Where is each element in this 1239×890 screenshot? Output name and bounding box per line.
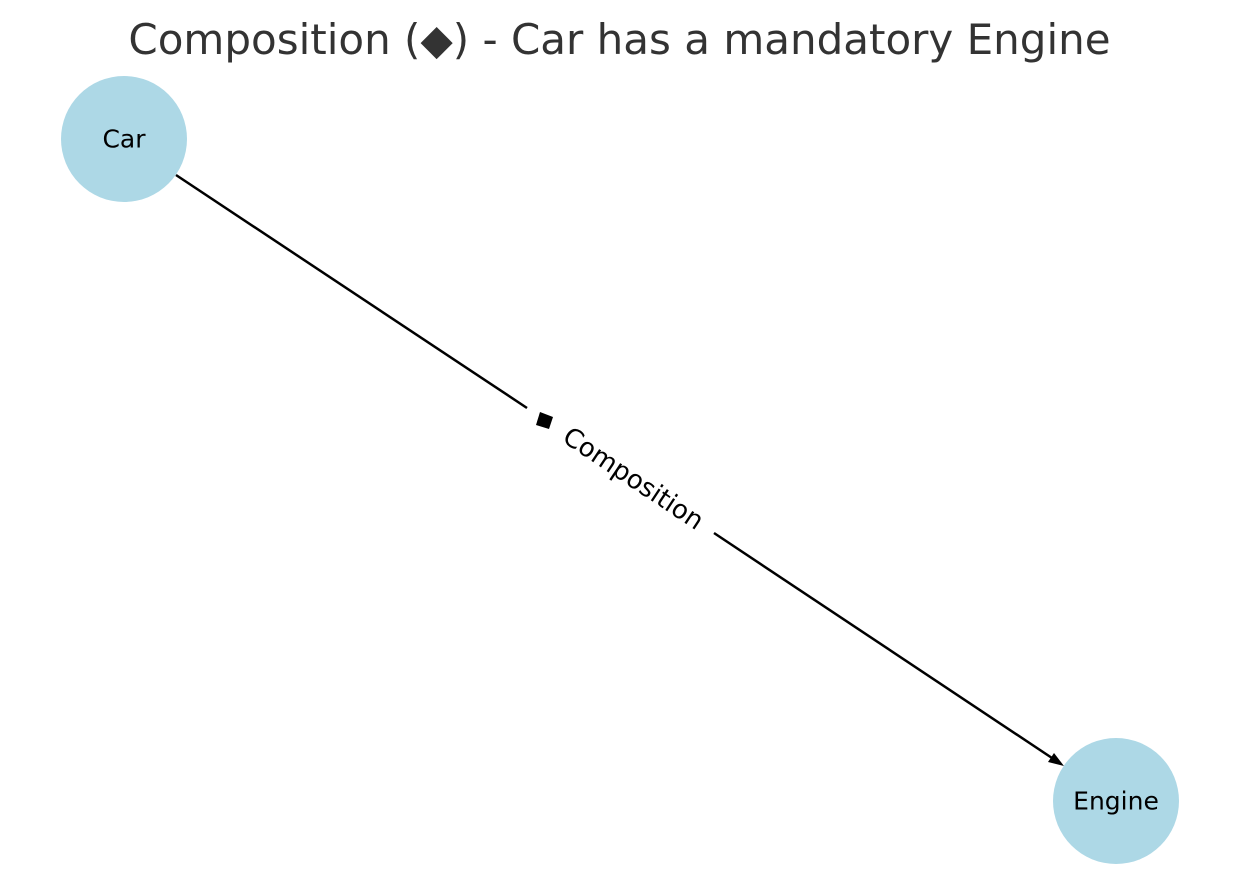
composition-edge: Composition [175,173,1064,766]
node-engine: Engine [1053,738,1179,864]
node-car: Car [61,76,187,202]
diagram-title: Composition (◆) - Car has a mandatory En… [128,15,1110,64]
diamond-icon [536,412,553,429]
arrowhead-icon [1048,753,1064,766]
edge-label: Composition [557,422,709,537]
node-car-circle [61,76,187,202]
edge-line-upper [175,173,528,410]
node-car-label: Car [102,125,146,154]
node-engine-circle [1053,738,1179,864]
edge-line-lower [713,531,1053,760]
node-engine-label: Engine [1073,787,1159,816]
